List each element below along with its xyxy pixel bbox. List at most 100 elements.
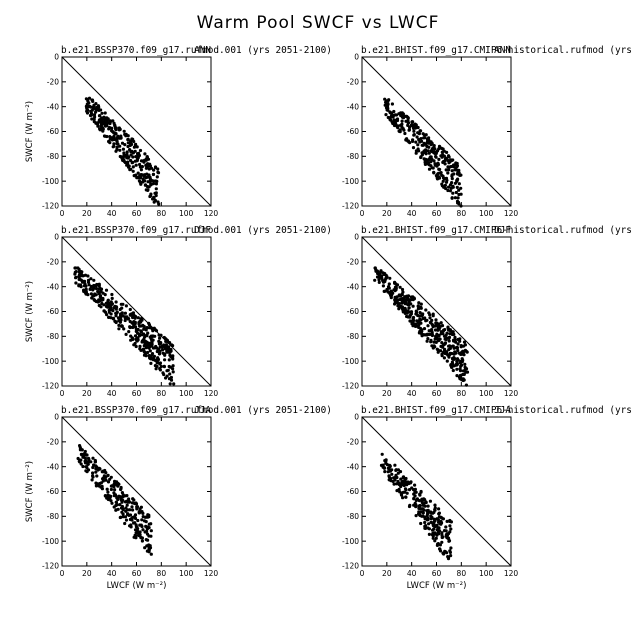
y-tick-label: -20 bbox=[47, 437, 59, 446]
data-point bbox=[400, 297, 404, 301]
x-tick-label: 0 bbox=[360, 209, 365, 218]
data-point bbox=[448, 183, 453, 187]
data-point bbox=[414, 498, 418, 503]
data-point bbox=[110, 292, 114, 297]
data-point bbox=[162, 365, 166, 369]
x-tick-label: 120 bbox=[204, 209, 219, 218]
data-point bbox=[435, 347, 439, 351]
data-point bbox=[136, 327, 140, 332]
data-point bbox=[409, 295, 413, 299]
data-point bbox=[91, 471, 95, 475]
data-point bbox=[143, 152, 147, 156]
data-point bbox=[437, 326, 441, 330]
data-point bbox=[455, 172, 460, 176]
data-point bbox=[98, 127, 102, 131]
data-point bbox=[455, 359, 459, 363]
data-point bbox=[444, 168, 448, 172]
data-point bbox=[134, 163, 138, 167]
data-point bbox=[439, 515, 443, 520]
data-point bbox=[428, 510, 433, 515]
data-point bbox=[147, 547, 151, 551]
data-point bbox=[78, 458, 82, 462]
data-point bbox=[86, 456, 91, 460]
data-point bbox=[408, 503, 412, 507]
data-point bbox=[431, 166, 435, 170]
data-point bbox=[109, 484, 113, 488]
data-point bbox=[404, 481, 409, 485]
data-point bbox=[423, 515, 427, 519]
data-point bbox=[99, 481, 103, 485]
data-point bbox=[156, 167, 160, 171]
x-tick-label: 40 bbox=[407, 389, 417, 398]
data-point bbox=[434, 174, 438, 178]
reference-line bbox=[361, 56, 512, 207]
data-point bbox=[95, 474, 99, 478]
y-tick-label: -40 bbox=[47, 462, 59, 471]
data-point bbox=[383, 289, 387, 293]
data-point bbox=[86, 462, 90, 466]
data-point bbox=[134, 344, 138, 349]
data-point bbox=[168, 350, 172, 354]
data-point bbox=[136, 316, 140, 320]
data-point bbox=[114, 126, 118, 130]
data-point bbox=[383, 279, 387, 284]
data-point bbox=[458, 361, 462, 365]
x-tick-label: 100 bbox=[179, 209, 194, 218]
data-point bbox=[445, 178, 449, 182]
data-point bbox=[134, 325, 138, 329]
data-point bbox=[127, 513, 131, 518]
data-point bbox=[146, 188, 150, 192]
data-point bbox=[394, 482, 399, 486]
data-point bbox=[396, 471, 400, 475]
data-point bbox=[138, 333, 142, 337]
data-point bbox=[418, 140, 422, 144]
data-point bbox=[116, 134, 120, 138]
data-point bbox=[418, 493, 422, 497]
data-point bbox=[151, 338, 155, 342]
y-tick-label: -100 bbox=[42, 177, 59, 186]
data-point bbox=[459, 173, 463, 177]
data-point bbox=[117, 316, 122, 320]
data-point bbox=[119, 485, 123, 490]
data-point bbox=[97, 303, 101, 308]
data-point bbox=[156, 170, 160, 174]
data-point bbox=[429, 320, 433, 325]
data-point bbox=[422, 136, 426, 140]
data-point bbox=[161, 351, 165, 355]
data-point bbox=[443, 550, 448, 554]
y-tick-label: -80 bbox=[347, 512, 359, 521]
y-tick-label: -60 bbox=[347, 487, 359, 496]
data-point bbox=[147, 321, 151, 325]
data-point bbox=[145, 532, 150, 536]
data-point bbox=[425, 339, 429, 343]
data-point bbox=[126, 156, 130, 160]
data-point bbox=[86, 274, 90, 278]
data-point bbox=[152, 168, 156, 172]
data-point bbox=[84, 459, 88, 463]
data-point bbox=[411, 138, 415, 142]
data-point bbox=[110, 308, 114, 312]
data-point bbox=[169, 355, 173, 359]
data-point bbox=[116, 507, 120, 511]
data-point bbox=[427, 329, 431, 333]
x-tick-label: 40 bbox=[407, 569, 417, 578]
x-tick-label: 20 bbox=[82, 389, 92, 398]
data-point bbox=[438, 522, 442, 526]
y-axis-label: SWCF (W m⁻²) bbox=[25, 101, 35, 162]
data-point bbox=[97, 282, 101, 286]
data-point bbox=[441, 350, 445, 355]
data-point bbox=[108, 496, 112, 500]
data-point bbox=[136, 338, 140, 342]
data-point bbox=[122, 129, 126, 133]
data-point bbox=[427, 151, 431, 155]
x-tick-label: 0 bbox=[60, 389, 65, 398]
data-point bbox=[437, 507, 441, 511]
data-point bbox=[118, 148, 122, 152]
y-tick-label: -120 bbox=[42, 382, 59, 391]
data-point bbox=[138, 148, 143, 153]
data-point bbox=[426, 149, 430, 153]
data-point bbox=[412, 496, 416, 500]
data-point bbox=[118, 495, 123, 499]
data-point bbox=[403, 295, 407, 299]
data-point bbox=[158, 336, 162, 340]
